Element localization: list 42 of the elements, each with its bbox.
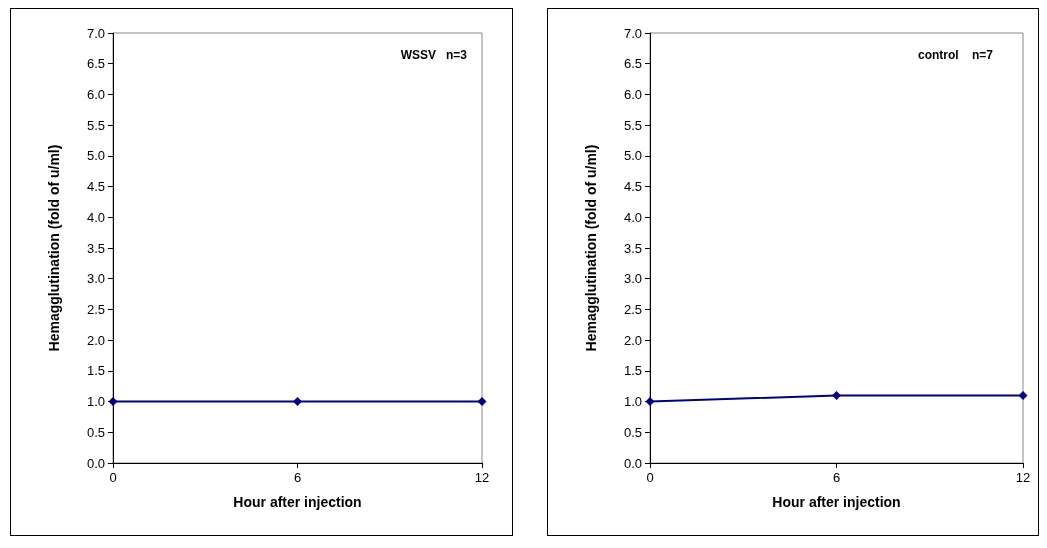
y-tick-label: 3.0 (623, 271, 642, 287)
x-tick-label: 0 (646, 470, 654, 485)
annotation: WSSV n=3 (400, 48, 468, 62)
x-axis-title: Hour after injection (233, 494, 362, 510)
y-tick-label: 7.0 (86, 25, 105, 41)
y-tick-label: 2.0 (623, 332, 642, 348)
y-tick-label: 1.0 (623, 394, 642, 410)
y-tick-label: 1.5 (86, 363, 105, 379)
y-tick-label: 7.0 (623, 25, 642, 41)
y-tick-label: 5.0 (623, 148, 642, 164)
y-tick-label: 4.0 (623, 209, 642, 225)
y-tick-label: 5.0 (86, 148, 105, 164)
y-tick-label: 5.5 (623, 117, 642, 133)
y-tick-label: 4.0 (86, 209, 105, 225)
y-tick-label: 2.5 (86, 301, 105, 317)
x-axis-title: Hour after injection (772, 494, 901, 510)
y-axis-title: Hemagglutination (fold of u/ml) (46, 144, 62, 352)
y-tick-label: 6.0 (623, 86, 642, 102)
x-tick-label: 12 (474, 470, 490, 485)
y-tick-label: 3.5 (623, 240, 642, 256)
y-tick-label: 6.5 (86, 56, 105, 72)
y-tick-label: 1.0 (86, 394, 105, 410)
annotation: control n=7 (917, 48, 994, 62)
x-tick-label: 0 (109, 470, 117, 485)
y-tick-label: 2.5 (623, 301, 642, 317)
y-tick-label: 6.5 (623, 56, 642, 72)
x-tick-label: 12 (1015, 470, 1031, 485)
y-tick-label: 3.5 (86, 240, 105, 256)
y-tick-label: 3.0 (86, 271, 105, 287)
y-tick-label: 0.5 (623, 424, 642, 440)
y-tick-label: 6.0 (86, 86, 105, 102)
y-tick-label: 0.0 (623, 455, 642, 471)
y-tick-label: 2.0 (86, 332, 105, 348)
y-tick-label: 1.5 (623, 363, 642, 379)
y-tick-label: 0.0 (86, 455, 105, 471)
y-axis-title: Hemagglutination (fold of u/ml) (583, 144, 599, 352)
x-tick-label: 6 (832, 470, 841, 485)
y-tick-label: 5.5 (86, 117, 105, 133)
y-tick-label: 0.5 (86, 424, 105, 440)
x-tick-label: 6 (293, 470, 302, 485)
y-tick-label: 4.5 (86, 179, 105, 195)
y-tick-label: 4.5 (623, 179, 642, 195)
